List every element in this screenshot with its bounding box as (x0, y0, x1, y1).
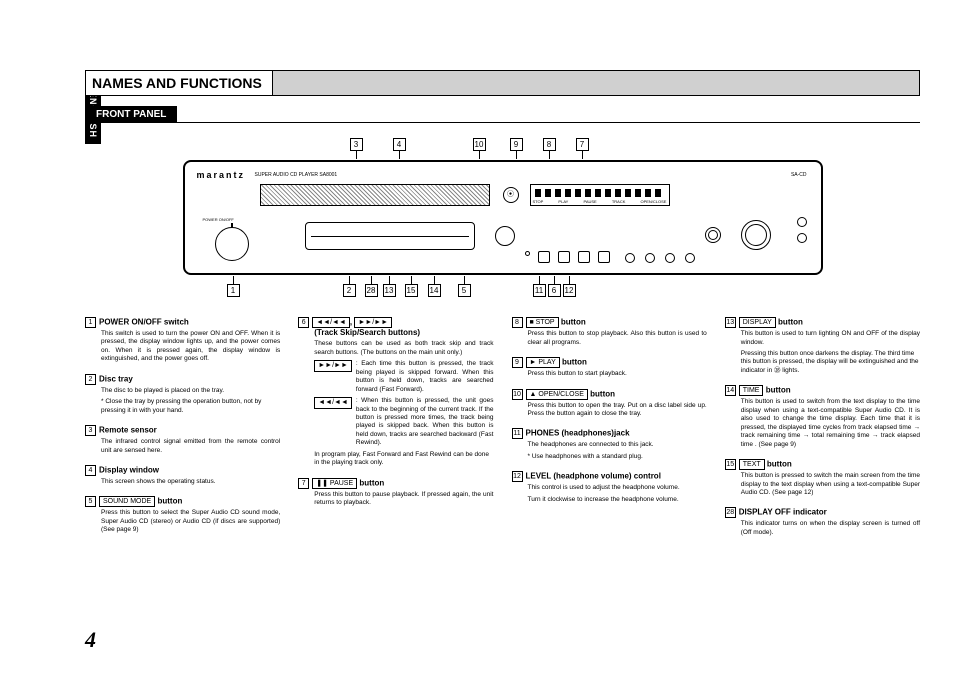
item-9: 9► PLAY buttonPress this button to start… (512, 357, 707, 379)
column-1: 1POWER ON/OFF switchThis switch is used … (85, 317, 280, 547)
front-panel-diagram: 3 4 10 9 8 7 marantz SUPER AUDIO CD PLAYER SA… (183, 138, 823, 297)
callout-8: 8 (543, 138, 556, 151)
item-3: 3Remote sensorThe infrared control signa… (85, 425, 280, 455)
sacd-indicator (495, 226, 515, 246)
item-15: 15TEXT buttonThis button is pressed to s… (725, 459, 920, 497)
brand-text: marantz (197, 170, 246, 180)
callout-11: 11 (533, 284, 546, 297)
volume-knob (741, 220, 771, 250)
item-13: 13DISPLAY buttonThis button is used to t… (725, 317, 920, 375)
item-5: 5SOUND MODE buttonPress this button to s… (85, 496, 280, 534)
item-1: 1POWER ON/OFF switchThis switch is used … (85, 317, 280, 364)
callout-6: 6 (548, 284, 561, 297)
callout-9: 9 (510, 138, 523, 151)
callout-1: 1 (227, 284, 240, 297)
title-bar: NAMES AND FUNCTIONS (85, 70, 920, 96)
column-2: 6◄◄/◄◄, ►►/►►(Track Skip/Search buttons)… (298, 317, 493, 547)
display-window (260, 184, 490, 206)
item-28: 28DISPLAY OFF indicatorThis indicator tu… (725, 507, 920, 537)
callout-4: 4 (393, 138, 406, 151)
brand-model: SUPER AUDIO CD PLAYER SA8001 (255, 172, 338, 178)
item-4: 4Display windowThis screen shows the ope… (85, 465, 280, 486)
item-10: 10▲ OPEN/CLOSE buttonPress this button t… (512, 389, 707, 419)
callout-2: 2 (343, 284, 356, 297)
description-columns: 1POWER ON/OFF switchThis switch is used … (85, 317, 920, 547)
column-4: 13DISPLAY buttonThis button is used to t… (725, 317, 920, 547)
callout-28: 28 (365, 284, 378, 297)
power-button (215, 227, 249, 261)
callout-14: 14 (428, 284, 441, 297)
callout-12: 12 (563, 284, 576, 297)
item-6: 6◄◄/◄◄, ►►/►►(Track Skip/Search buttons)… (298, 317, 493, 468)
button-segment: STOPPLAYPAUSETRACKOPEN/CLOSE (530, 184, 670, 206)
item-11: 11PHONES (headphones)jackThe headphones … (512, 428, 707, 461)
side-buttons (797, 217, 807, 243)
subtitle-bar: FRONT PANEL (85, 104, 920, 123)
item-12: 12LEVEL (headphone volume) controlThis c… (512, 471, 707, 504)
sacd-label: SA-CD (791, 172, 807, 178)
column-3: 8■ STOP buttonPress this button to stop … (512, 317, 707, 547)
item-8: 8■ STOP buttonPress this button to stop … (512, 317, 707, 347)
callout-13: 13 (383, 284, 396, 297)
page-content: NAMES AND FUNCTIONS FRONT PANEL 3 4 10 9 8 7 … (85, 70, 920, 547)
phones-jack (705, 227, 721, 243)
power-label: POWER ON/OFF (203, 217, 234, 222)
disc-logo: ⦿ (503, 187, 519, 203)
page-number: 4 (85, 627, 96, 653)
callout-10: 10 (473, 138, 486, 151)
page-title: NAMES AND FUNCTIONS (86, 71, 273, 95)
section-subtitle: FRONT PANEL (85, 106, 177, 123)
callout-3: 3 (350, 138, 363, 151)
item-2: 2Disc trayThe disc to be played is place… (85, 374, 280, 415)
item-7: 7❚❚ PAUSE buttonPress this button to pau… (298, 478, 493, 508)
item-14: 14TIME buttonThis button is used to swit… (725, 385, 920, 449)
control-buttons (525, 251, 610, 263)
callout-15: 15 (405, 284, 418, 297)
device-outline: marantz SUPER AUDIO CD PLAYER SA8001 ⦿ S… (183, 160, 823, 275)
disc-tray (305, 222, 475, 250)
callout-7: 7 (576, 138, 589, 151)
callout-5: 5 (458, 284, 471, 297)
mode-buttons (625, 253, 695, 263)
